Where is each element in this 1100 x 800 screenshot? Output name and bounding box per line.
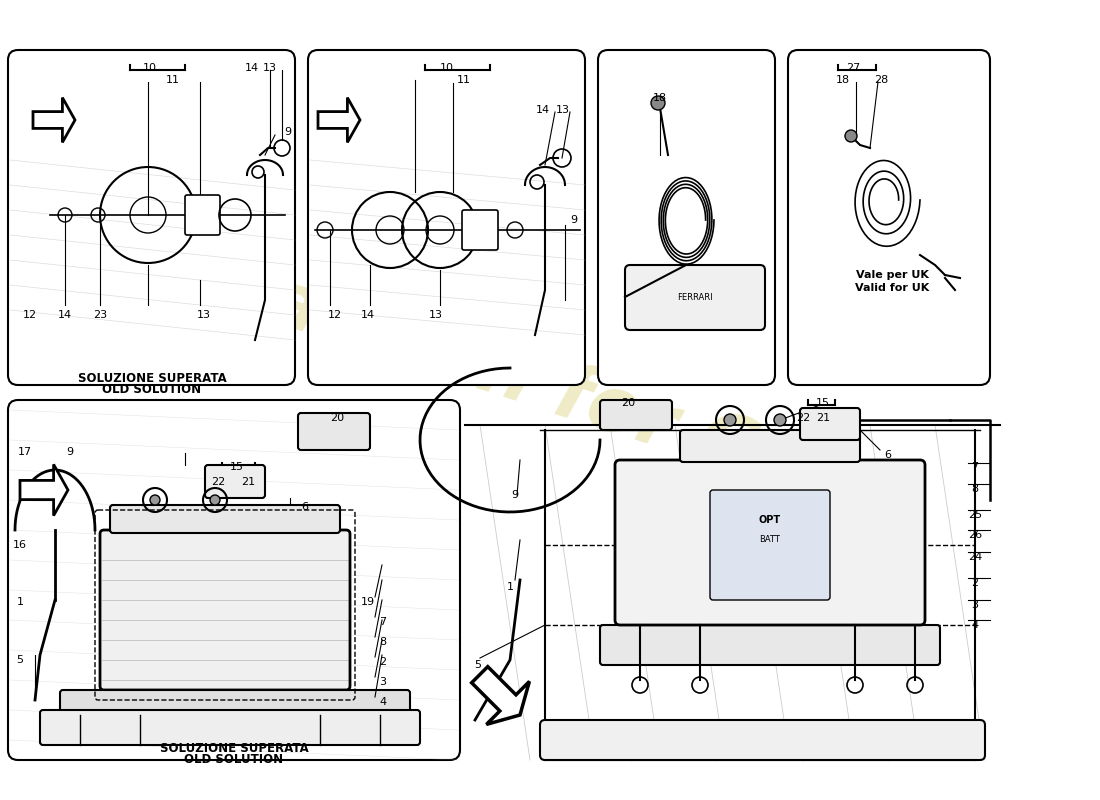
Text: 18: 18 (836, 75, 850, 85)
Text: 15: 15 (816, 398, 831, 408)
FancyBboxPatch shape (800, 408, 860, 440)
Circle shape (150, 495, 160, 505)
Text: 14: 14 (361, 310, 375, 320)
FancyBboxPatch shape (8, 50, 295, 385)
Text: 21: 21 (241, 477, 255, 487)
Circle shape (774, 414, 786, 426)
Text: 1: 1 (506, 582, 514, 592)
Text: Vale per UK: Vale per UK (856, 270, 928, 280)
Text: 21: 21 (816, 413, 831, 423)
Text: 8: 8 (379, 637, 386, 647)
FancyBboxPatch shape (40, 710, 420, 745)
Text: 13: 13 (429, 310, 443, 320)
Circle shape (210, 495, 220, 505)
Text: 9: 9 (66, 447, 74, 457)
Circle shape (845, 130, 857, 142)
Text: 26: 26 (968, 530, 982, 540)
Text: 4: 4 (379, 697, 386, 707)
Text: BATT: BATT (760, 535, 780, 545)
Text: 6: 6 (301, 502, 308, 512)
Text: 7: 7 (971, 462, 979, 472)
Text: 14: 14 (245, 63, 260, 73)
FancyBboxPatch shape (60, 690, 410, 715)
Text: 3: 3 (379, 677, 386, 687)
FancyBboxPatch shape (298, 413, 370, 450)
Text: SOLUZIONE SUPERATA: SOLUZIONE SUPERATA (160, 742, 308, 755)
Text: 12: 12 (23, 310, 37, 320)
Text: 13: 13 (197, 310, 211, 320)
Text: FERRARI: FERRARI (678, 293, 713, 302)
Polygon shape (33, 98, 75, 142)
Text: 2: 2 (971, 578, 979, 588)
Text: 7: 7 (379, 617, 386, 627)
Text: 18: 18 (653, 93, 667, 103)
Text: 28: 28 (873, 75, 888, 85)
Text: OLD SOLUTION: OLD SOLUTION (185, 753, 284, 766)
FancyBboxPatch shape (8, 400, 460, 760)
FancyBboxPatch shape (600, 400, 672, 430)
Text: 5: 5 (474, 660, 482, 670)
Text: 10: 10 (143, 63, 157, 73)
Text: 11: 11 (456, 75, 471, 85)
Text: 8: 8 (971, 484, 979, 494)
FancyBboxPatch shape (600, 625, 940, 665)
Text: Valid for UK: Valid for UK (855, 283, 930, 293)
Text: SOLUZIONE SUPERATA: SOLUZIONE SUPERATA (78, 372, 227, 385)
Text: 19: 19 (361, 597, 375, 607)
Text: 24: 24 (968, 552, 982, 562)
FancyBboxPatch shape (205, 465, 265, 498)
Text: 27: 27 (846, 63, 860, 73)
Text: 4: 4 (971, 620, 979, 630)
Text: 15: 15 (230, 462, 244, 472)
FancyBboxPatch shape (462, 210, 498, 250)
Text: 13: 13 (556, 105, 570, 115)
Text: 9: 9 (571, 215, 578, 225)
Text: 17: 17 (18, 447, 32, 457)
Text: 5: 5 (16, 655, 23, 665)
Polygon shape (472, 666, 529, 725)
FancyBboxPatch shape (100, 530, 350, 690)
Text: 1: 1 (16, 597, 23, 607)
Polygon shape (318, 98, 360, 142)
Text: 14: 14 (58, 310, 73, 320)
Text: 12: 12 (328, 310, 342, 320)
Text: 6: 6 (884, 450, 891, 460)
Text: OLD SOLUTION: OLD SOLUTION (102, 383, 201, 396)
FancyBboxPatch shape (540, 720, 984, 760)
Polygon shape (20, 464, 68, 516)
FancyBboxPatch shape (625, 265, 764, 330)
FancyBboxPatch shape (680, 430, 860, 462)
FancyBboxPatch shape (308, 50, 585, 385)
FancyBboxPatch shape (110, 505, 340, 533)
Text: 13: 13 (263, 63, 277, 73)
Circle shape (724, 414, 736, 426)
Text: 10: 10 (440, 63, 454, 73)
Text: 23: 23 (92, 310, 107, 320)
Text: 2: 2 (379, 657, 386, 667)
Text: 20: 20 (330, 413, 344, 423)
FancyBboxPatch shape (710, 490, 830, 600)
Text: 25: 25 (968, 510, 982, 520)
FancyBboxPatch shape (788, 50, 990, 385)
Text: 16: 16 (13, 540, 28, 550)
Text: passion for Cars: passion for Cars (207, 247, 893, 533)
Text: 9: 9 (285, 127, 292, 137)
Circle shape (651, 96, 666, 110)
FancyBboxPatch shape (598, 50, 776, 385)
FancyBboxPatch shape (615, 460, 925, 625)
Text: 22: 22 (211, 477, 226, 487)
FancyBboxPatch shape (185, 195, 220, 235)
Text: 22: 22 (796, 413, 810, 423)
Text: 14: 14 (536, 105, 550, 115)
Text: 11: 11 (166, 75, 180, 85)
Text: OPT: OPT (759, 515, 781, 525)
Text: 3: 3 (971, 600, 979, 610)
Text: 20: 20 (620, 398, 635, 408)
Text: 9: 9 (512, 490, 518, 500)
